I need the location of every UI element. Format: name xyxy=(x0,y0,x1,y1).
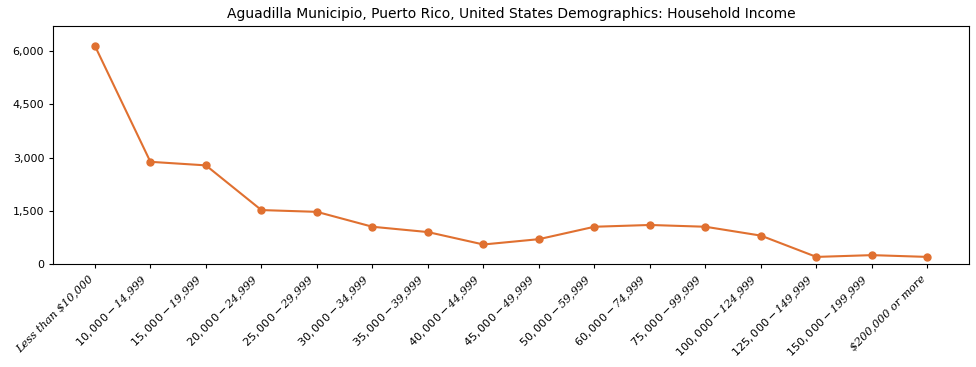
Title: Aguadilla Municipio, Puerto Rico, United States Demographics: Household Income: Aguadilla Municipio, Puerto Rico, United… xyxy=(226,7,795,21)
